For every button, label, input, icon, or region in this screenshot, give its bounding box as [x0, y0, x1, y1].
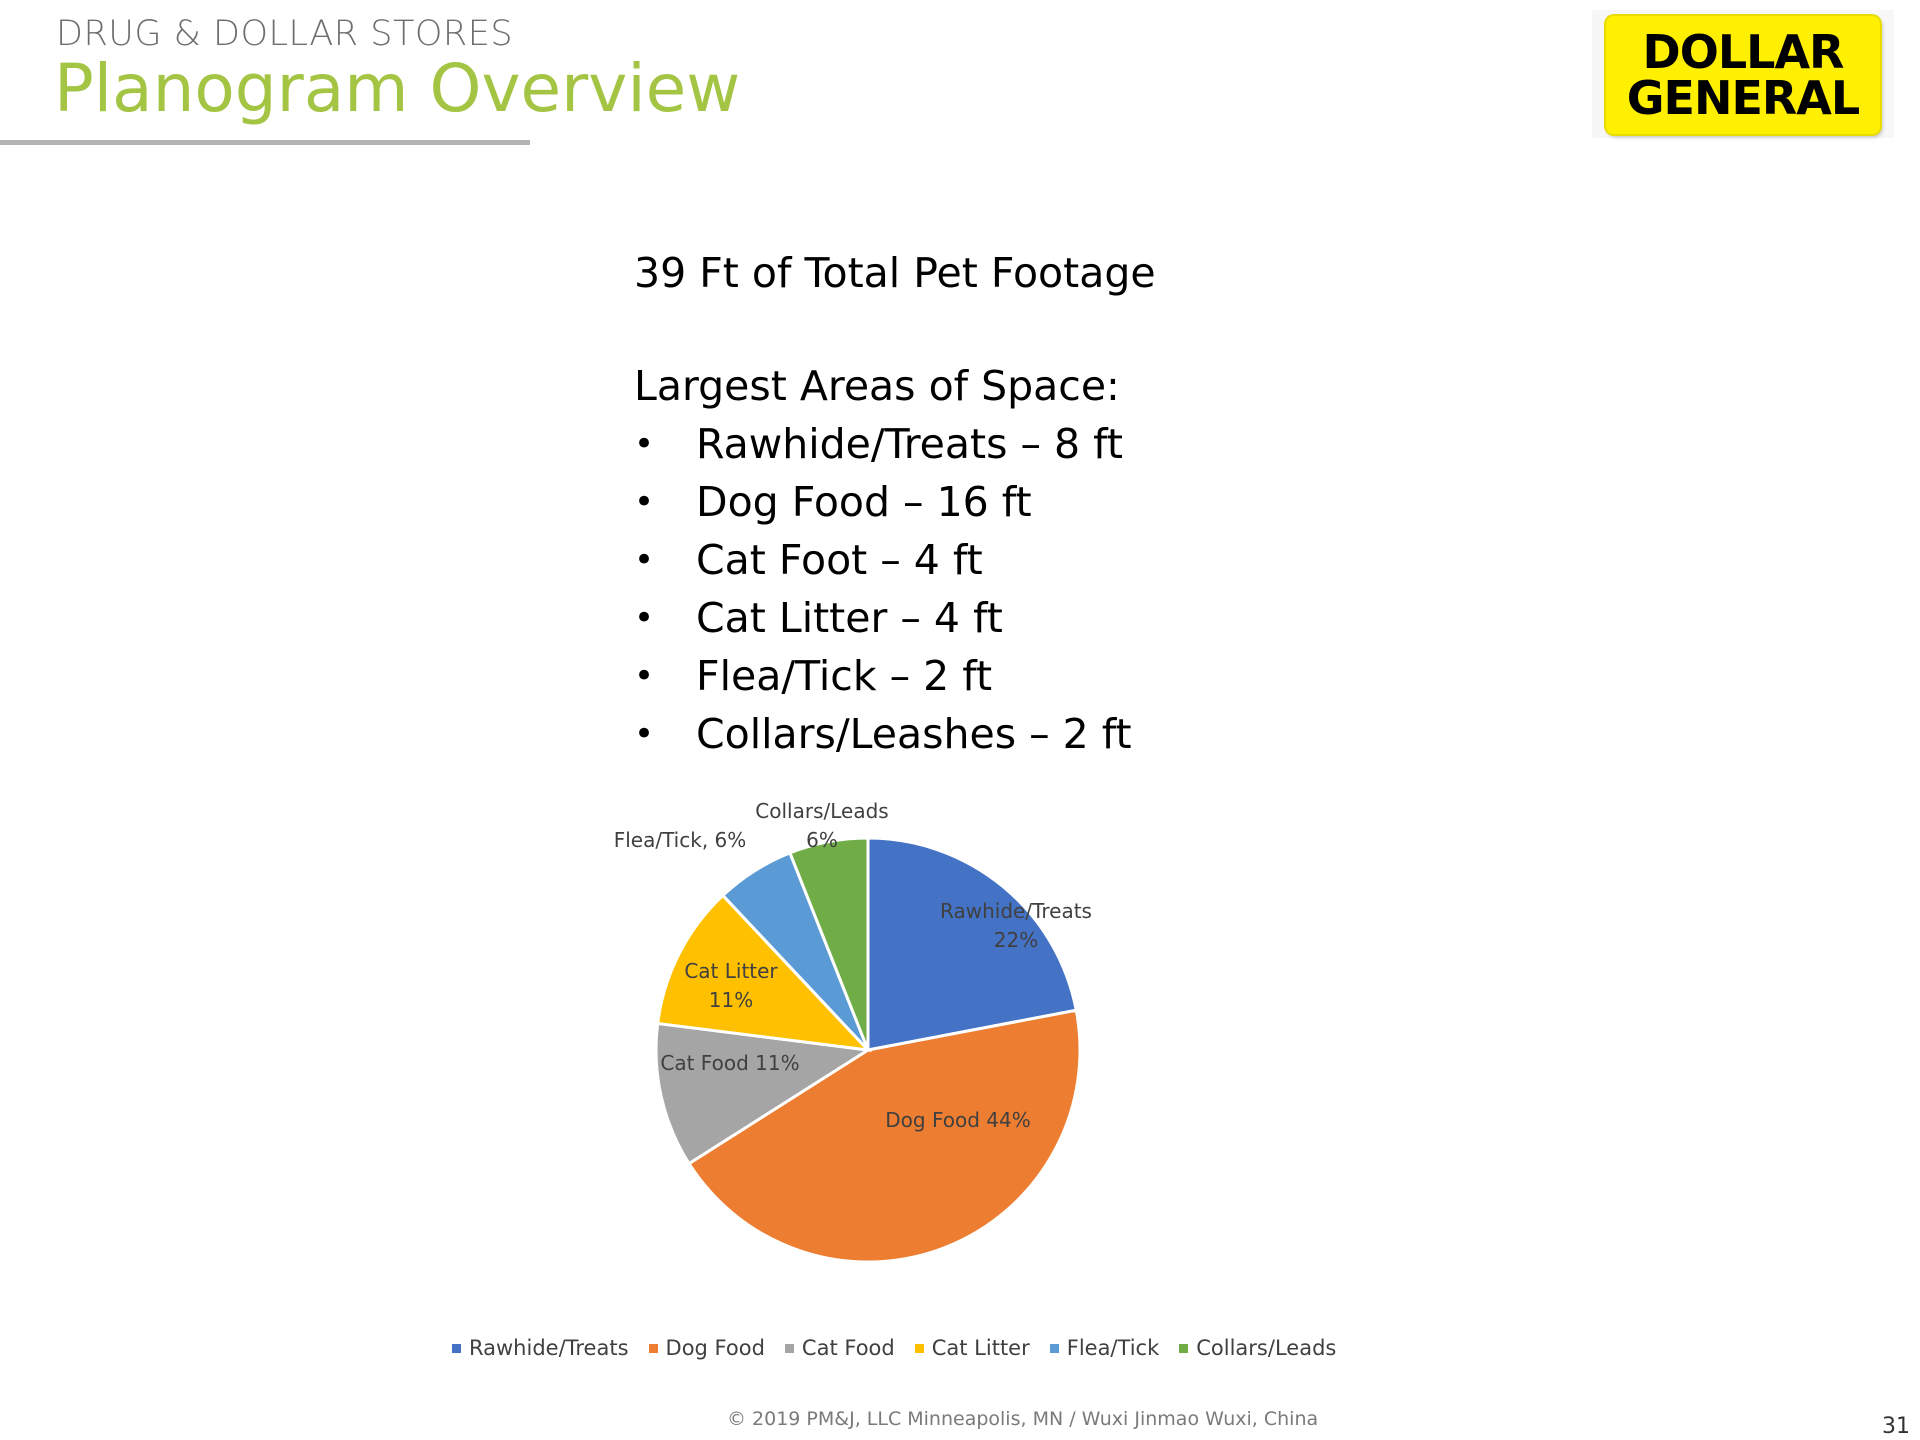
list-item-text: Cat Litter – 4 ft: [696, 594, 1003, 642]
legend-label: Rawhide/Treats: [469, 1336, 629, 1360]
legend-item: Cat Litter: [914, 1336, 1030, 1360]
data-label: Cat Food 11%: [660, 1051, 799, 1075]
page-number: 31: [1882, 1414, 1910, 1439]
data-label: Collars/Leads: [755, 799, 888, 823]
list-item: • Rawhide/Treats – 8 ft: [634, 415, 1394, 473]
list-item: • Dog Food – 16 ft: [634, 473, 1394, 531]
copyright-footer: © 2019 PM&J, LLC Minneapolis, MN / Wuxi …: [727, 1408, 1319, 1430]
chart-legend: Rawhide/Treats Dog Food Cat Food Cat Litter…: [452, 1336, 1336, 1360]
legend-item: Rawhide/Treats: [452, 1336, 629, 1360]
bullet-glyph: •: [634, 482, 655, 522]
bullet-glyph: •: [634, 656, 655, 696]
pie-chart: Rawhide/Treats 22% Dog Food 44% Cat Food 11…: [614, 799, 1092, 1264]
legend-item: Collars/Leads: [1179, 1336, 1336, 1360]
legend-item: Dog Food: [648, 1336, 765, 1360]
list-item-text: Rawhide/Treats – 8 ft: [696, 420, 1123, 468]
bullet-glyph: •: [634, 714, 655, 754]
legend-label: Cat Litter: [931, 1336, 1030, 1360]
list-item-text: Collars/Leashes – 2 ft: [696, 710, 1132, 758]
pie-slice-rawhide-treats: [866, 836, 1078, 1052]
logo-line-2: GENERAL: [1626, 71, 1860, 125]
pie-slice-dog-food: [686, 1008, 1082, 1264]
legend-label: Dog Food: [665, 1336, 765, 1360]
pie-slice-cat-food: [654, 1021, 873, 1166]
legend-swatch: [1179, 1343, 1189, 1353]
list-item-text: Dog Food – 16 ft: [696, 478, 1032, 526]
legend-item: Flea/Tick: [1049, 1336, 1160, 1360]
legend-swatch: [914, 1343, 924, 1353]
data-label: 11%: [709, 988, 753, 1012]
dollar-general-logo: DOLLAR GENERAL: [1606, 16, 1880, 134]
legend-item: Cat Food: [784, 1336, 895, 1360]
largest-areas-heading: Largest Areas of Space:: [634, 362, 1120, 410]
bullet-glyph: •: [634, 598, 655, 638]
space-list: • Rawhide/Treats – 8 ft • Dog Food – 16 ft…: [634, 415, 1394, 763]
header-divider: [0, 140, 530, 145]
pie-slice-cat-litter: [655, 893, 872, 1053]
legend-swatch: [452, 1343, 461, 1353]
page-title: Planogram Overview: [54, 50, 741, 127]
list-item-text: Cat Foot – 4 ft: [696, 536, 983, 584]
data-label: 6%: [806, 828, 838, 852]
body-text: 39 Ft of Total Pet Footage Largest Areas…: [634, 244, 1394, 763]
list-item: • Cat Litter – 4 ft: [634, 589, 1394, 647]
legend-swatch: [648, 1343, 658, 1353]
section-kicker: DRUG & DOLLAR STORES: [56, 14, 514, 54]
data-label: 22%: [994, 928, 1038, 952]
data-label: Rawhide/Treats: [940, 899, 1092, 923]
legend-label: Cat Food: [801, 1336, 895, 1360]
data-label: Cat Litter: [684, 959, 778, 983]
list-item-text: Flea/Tick – 2 ft: [696, 652, 993, 700]
total-footage-summary: 39 Ft of Total Pet Footage: [634, 249, 1156, 297]
bullet-glyph: •: [634, 540, 655, 580]
data-label: Flea/Tick, 6%: [614, 828, 747, 852]
list-item: • Cat Foot – 4 ft: [634, 531, 1394, 589]
legend-label: Flea/Tick: [1066, 1336, 1160, 1360]
list-item: • Flea/Tick – 2 ft: [634, 647, 1394, 705]
legend-swatch: [1049, 1343, 1059, 1353]
legend-label: Collars/Leads: [1196, 1336, 1337, 1360]
list-item: • Collars/Leashes – 2 ft: [634, 705, 1394, 763]
legend-swatch: [784, 1343, 794, 1353]
bullet-glyph: •: [634, 424, 655, 464]
data-label: Dog Food 44%: [885, 1108, 1030, 1132]
pie-slice-collars-leads: [788, 836, 870, 1051]
logo-line-1: DOLLAR: [1642, 25, 1845, 79]
